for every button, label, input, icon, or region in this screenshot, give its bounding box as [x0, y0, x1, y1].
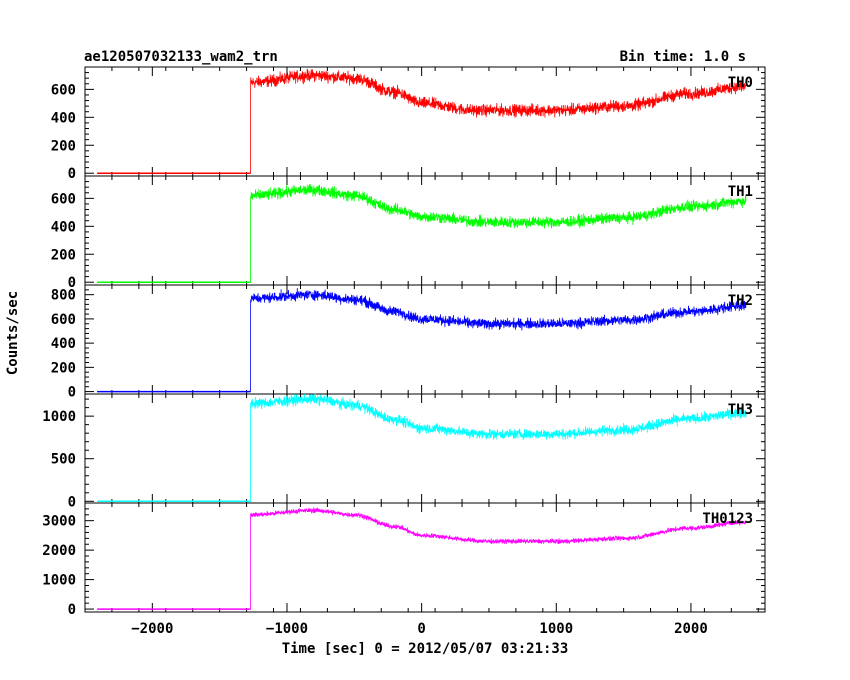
panel-frame-th0123 [84, 502, 766, 613]
y-tick-label: 0 [68, 275, 76, 291]
panel-frame-th0 [84, 66, 766, 177]
y-tick-label: 0 [68, 166, 76, 182]
panel-th0123: 0 1000 2000 3000 TH0123 [42, 502, 766, 618]
y-tick-label: 200 [51, 247, 76, 263]
y-tick-label: 0 [68, 385, 76, 401]
y-tick-label: 1000 [42, 573, 76, 589]
series-line-th0123 [250, 507, 747, 610]
x-tick-label: 0 [417, 621, 425, 637]
y-tick-label: 400 [51, 110, 76, 126]
panel-th0: 0 200 400 600 TH0 [51, 66, 766, 182]
y-tick-label: 800 [51, 288, 76, 304]
series-line-th1 [250, 183, 747, 283]
x-tick-label: −2000 [131, 621, 173, 637]
y-tick-label: 2000 [42, 543, 76, 559]
panel-th3: 0 500 1000 TH3 [42, 393, 766, 510]
x-tick-label: 2000 [674, 621, 708, 637]
bin-time-label: Bin time: 1.0 s [620, 49, 746, 65]
x-tick-label: 1000 [539, 621, 573, 637]
series-line-th3 [250, 393, 747, 502]
panel-label-th0: TH0 [728, 75, 753, 91]
chart-title: ae120507032133_wam2_trn [84, 49, 278, 65]
panel-frame-th1 [84, 175, 766, 286]
panel-frame-th2 [84, 284, 766, 395]
y-tick-label: 0 [68, 494, 76, 510]
panel-label-th0123: TH0123 [702, 511, 753, 527]
y-axis-label: Counts/sec [5, 291, 21, 375]
panel-frame-th3 [84, 393, 766, 504]
panel-label-th2: TH2 [728, 293, 753, 309]
x-axis-label: Time [sec] 0 = 2012/05/07 03:21:33 [282, 641, 569, 657]
series-line-th0 [250, 68, 747, 174]
y-tick-label: 0 [68, 602, 76, 618]
y-tick-label: 3000 [42, 514, 76, 530]
panel-th1: 0 200 400 600 TH1 [51, 175, 766, 291]
y-tick-label: 1000 [42, 409, 76, 425]
y-tick-label: 200 [51, 138, 76, 154]
panel-label-th3: TH3 [728, 402, 753, 418]
y-tick-label: 200 [51, 360, 76, 376]
y-tick-label: 400 [51, 219, 76, 235]
y-tick-label: 400 [51, 336, 76, 352]
y-tick-label: 500 [51, 452, 76, 468]
panel-label-th1: TH1 [728, 184, 753, 200]
x-tick-label: −1000 [266, 621, 308, 637]
panel-th2: 0 200 400 600 800 TH2 [51, 284, 766, 401]
series-line-th2 [250, 287, 747, 392]
y-tick-label: 600 [51, 312, 76, 328]
y-tick-label: 600 [51, 82, 76, 98]
y-tick-label: 600 [51, 191, 76, 207]
